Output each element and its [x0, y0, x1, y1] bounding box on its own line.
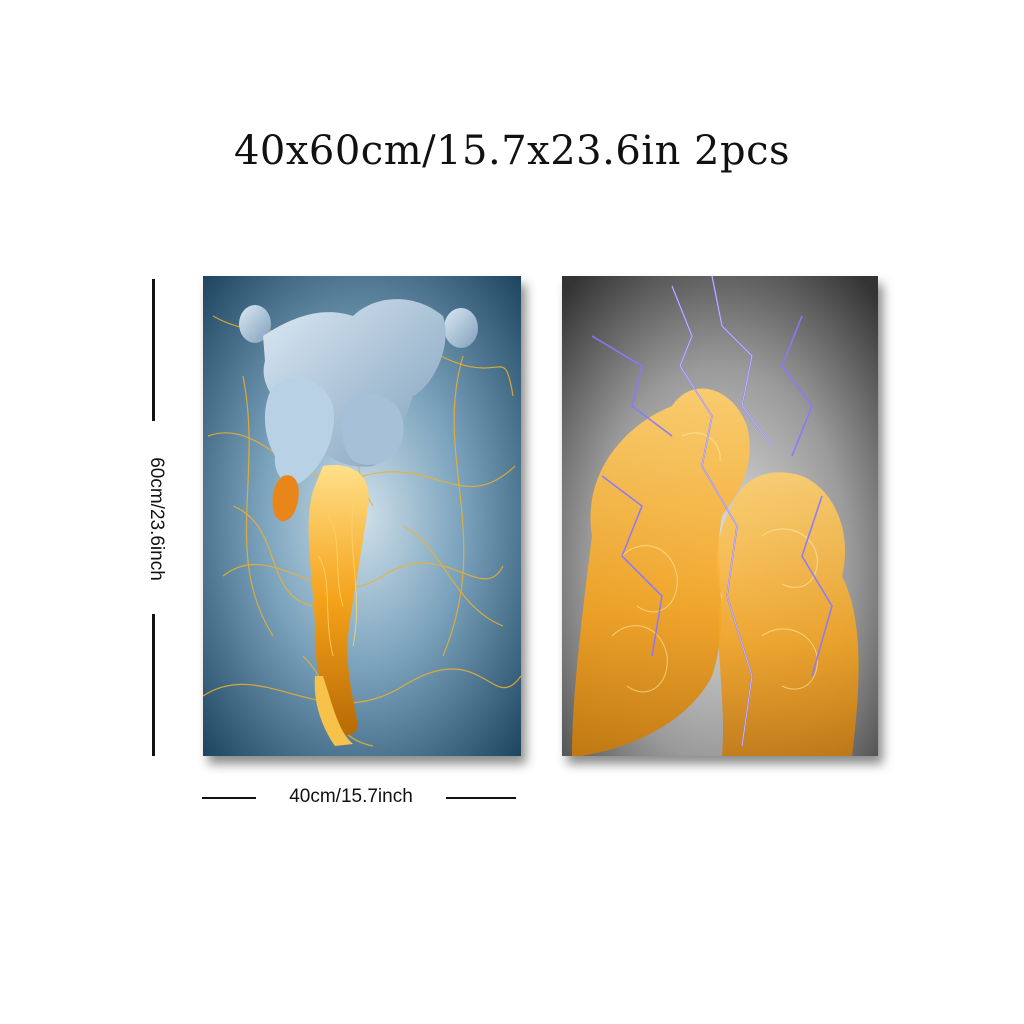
height-dimension-line-bottom [152, 614, 155, 756]
width-dimension-label: 40cm/15.7inch [289, 786, 413, 807]
right-art-image [562, 276, 878, 756]
page-title: 40x60cm/15.7x23.6in 2pcs [233, 128, 791, 174]
width-dimension-line-left [202, 797, 256, 799]
height-dimension-text: 60cm/23.6inch [146, 457, 167, 581]
width-dimension-line-right [446, 797, 516, 799]
height-dimension-line-top [152, 279, 155, 421]
right-art-print [562, 276, 878, 756]
left-art-image [203, 276, 521, 756]
left-art-print [203, 276, 521, 756]
